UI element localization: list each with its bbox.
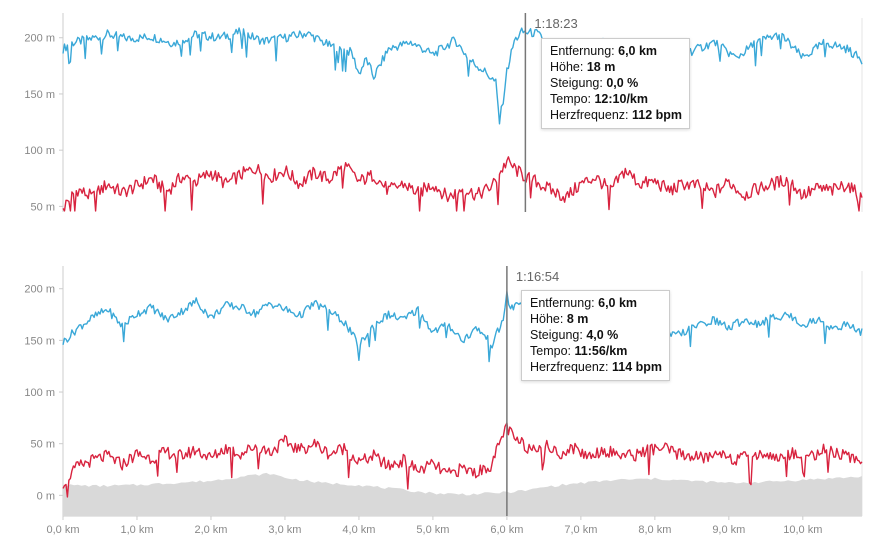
heart-rate-line xyxy=(62,422,863,498)
x-tick-label: 3,0 km xyxy=(268,524,301,536)
y-tick-label: 0 m xyxy=(37,490,55,502)
tooltip-row-altitude: Höhe: 8 m xyxy=(530,312,589,326)
x-tick-label: 6,0 km xyxy=(490,524,523,536)
elevation-area xyxy=(63,472,862,516)
y-tick-label: 100 m xyxy=(24,145,55,157)
y-tick-label: 100 m xyxy=(24,387,55,399)
bottom-chart[interactable]: 0 m 50 m 100 m 150 m 200 m 0,0 km 1,0 km 2,0 km… xyxy=(24,266,863,536)
x-tick-label: 2,0 km xyxy=(194,524,227,536)
tooltip-row-distance: Entfernung: 6,0 km xyxy=(530,296,638,310)
y-tick-label: 150 m xyxy=(24,89,55,101)
tooltip-row-grade: Steigung: 0,0 % xyxy=(550,76,639,90)
tooltip-row-distance: Entfernung: 6,0 km xyxy=(550,44,658,58)
tooltip-row-heart-rate: Herzfrequenz: 114 bpm xyxy=(530,360,663,374)
heart-rate-line xyxy=(62,156,863,212)
tooltip-row-pace: Tempo: 12:10/km xyxy=(550,92,648,106)
x-tick-label: 5,0 km xyxy=(416,524,449,536)
tooltip-row-heart-rate: Herzfrequenz: 112 bpm xyxy=(550,108,683,122)
y-tick-label: 200 m xyxy=(24,33,55,45)
x-tick-label: 1,0 km xyxy=(120,524,153,536)
top-chart[interactable]: 50 m 100 m 150 m 200 m 1:18:23 xyxy=(24,13,863,213)
y-tick-label: 150 m xyxy=(24,335,55,347)
y-tick-label: 50 m xyxy=(31,201,55,213)
x-tick-label: 7,0 km xyxy=(564,524,597,536)
bottom-chart-tooltip: Entfernung: 6,0 km Höhe: 8 m Steigung: 4… xyxy=(521,290,671,381)
x-tick-label: 4,0 km xyxy=(342,524,375,536)
top-chart-tooltip: Entfernung: 6,0 km Höhe: 18 m Steigung: … xyxy=(541,38,691,129)
x-tick-label: 0,0 km xyxy=(46,524,79,536)
x-tick-label: 8,0 km xyxy=(638,524,671,536)
cursor-time-label: 1:16:54 xyxy=(516,269,559,284)
cursor-time-label: 1:18:23 xyxy=(534,16,577,31)
speed-line xyxy=(62,27,863,125)
speed-line xyxy=(62,290,863,363)
y-tick-label: 50 m xyxy=(31,439,55,451)
x-tick-label: 9,0 km xyxy=(712,524,745,536)
tooltip-row-altitude: Höhe: 18 m xyxy=(550,60,616,74)
y-tick-label: 200 m xyxy=(24,284,55,296)
x-tick-label: 10,0 km xyxy=(783,524,822,536)
tooltip-row-pace: Tempo: 11:56/km xyxy=(530,344,628,358)
tooltip-row-grade: Steigung: 4,0 % xyxy=(530,328,619,342)
